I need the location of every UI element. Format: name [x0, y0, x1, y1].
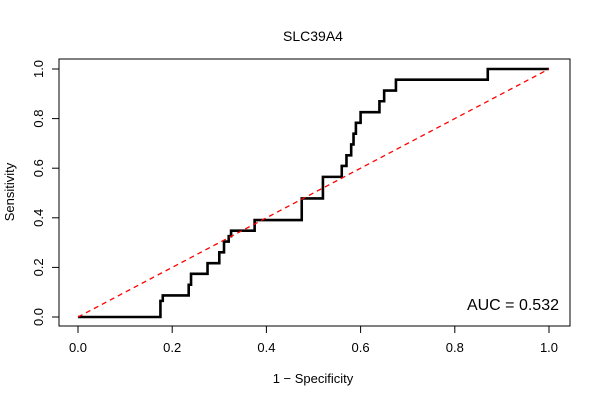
- y-tick-label: 0.0: [31, 308, 46, 326]
- plot-area: [77, 67, 550, 319]
- chart-title: SLC39A4: [283, 28, 343, 44]
- y-tick-label: 0.6: [31, 159, 46, 177]
- x-axis-label: 1 − Specificity: [273, 371, 354, 386]
- y-tick-label: 0.2: [31, 258, 46, 276]
- x-tick-label: 0.2: [163, 340, 181, 355]
- x-axis: 0.0 0.2 0.4 0.6 0.8 1.0: [69, 325, 558, 355]
- x-tick-label: 0.6: [352, 340, 370, 355]
- y-tick-label: 1.0: [31, 60, 46, 78]
- y-tick-label: 0.4: [31, 209, 46, 227]
- roc-curve-line: [78, 67, 549, 319]
- x-tick-label: 1.0: [540, 340, 558, 355]
- x-tick-label: 0.0: [69, 340, 87, 355]
- reference-diagonal-line: [77, 68, 550, 318]
- x-tick-label: 0.4: [257, 340, 275, 355]
- y-axis: 0.0 0.2 0.4 0.6 0.8 1.0: [31, 60, 60, 326]
- x-tick-label: 0.8: [446, 340, 464, 355]
- auc-annotation: AUC = 0.532: [467, 297, 559, 314]
- y-axis-label: Sensitivity: [2, 162, 17, 221]
- y-tick-label: 0.8: [31, 110, 46, 128]
